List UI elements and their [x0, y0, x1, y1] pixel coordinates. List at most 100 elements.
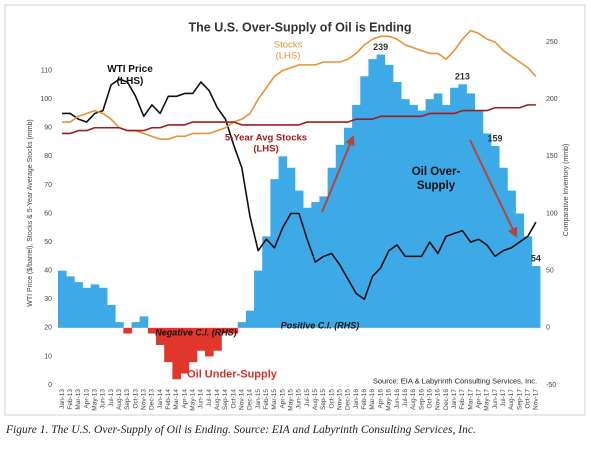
x-tick-label: Oct-15: [328, 389, 335, 409]
y-tick-label: 50: [44, 239, 52, 246]
series-label: Negative C.I. (RHS): [155, 327, 237, 338]
y2-tick-label: 100: [546, 210, 558, 217]
x-tick-label: Sep-16: [418, 389, 425, 410]
y2-tick-label: 150: [546, 153, 558, 160]
x-tick-label: Jan-15: [255, 389, 262, 409]
y-tick-label: 30: [44, 296, 52, 303]
x-tick-label: Apr-15: [279, 389, 286, 409]
area-bar: [164, 327, 173, 363]
area-bar: [466, 93, 476, 328]
area-bar: [319, 196, 328, 328]
x-tick-label: Nov-14: [239, 389, 246, 410]
area-bar: [450, 87, 459, 328]
source: Source: EIA & Labyrinth Consulting Servi…: [372, 376, 538, 386]
area-bar: [409, 104, 418, 328]
area-bar: [245, 310, 255, 328]
chart: The U.S. Over-Supply of Oil is Ending WT…: [4, 4, 586, 416]
area-bar: [482, 133, 492, 328]
caption: Figure 1. The U.S. Over-Supply of Oil is…: [6, 424, 476, 436]
data-label: 159: [488, 133, 503, 143]
area-bar: [335, 144, 345, 328]
annotation: Oil Under-Supply: [187, 368, 277, 381]
x-tick-label: Jun-14: [198, 389, 205, 409]
area-bar: [205, 327, 214, 357]
x-tick-label: Mar-13: [75, 389, 82, 410]
x-tick-label: Jul-15: [304, 389, 311, 407]
y-tick-label: 110: [41, 67, 52, 74]
area-bar: [343, 127, 353, 328]
data-label: 54: [531, 253, 541, 263]
x-tick-label: Jun-16: [394, 389, 401, 409]
area-bar: [131, 322, 141, 328]
area-bar: [490, 146, 500, 328]
area-bar: [172, 327, 181, 380]
area-bar: [311, 202, 320, 328]
x-tick-label: Feb-14: [165, 389, 172, 410]
x-tick-label: Jan-17: [451, 389, 458, 409]
x-tick-label: Apr-13: [83, 389, 90, 409]
area-bar: [115, 322, 124, 328]
x-tick-label: Nov-16: [435, 389, 442, 410]
x-tick-label: Jul-14: [206, 389, 213, 407]
x-tick-label: Oct-13: [132, 389, 139, 409]
chart-title: The U.S. Over-Supply of Oil is Ending: [189, 20, 412, 34]
area-bar: [458, 84, 467, 328]
y-tick-label: 70: [44, 182, 52, 189]
area-bar: [270, 179, 279, 328]
y2-tick-label: -50: [546, 382, 556, 389]
x-tick-label: Jun-15: [296, 389, 303, 409]
x-tick-label: Sep-17: [516, 389, 523, 410]
area-bar: [360, 76, 369, 328]
x-tick-label: Mar-14: [173, 389, 180, 410]
area-bar: [392, 82, 402, 328]
x-tick-label: Nov-17: [533, 389, 540, 410]
area-bar: [286, 167, 296, 328]
series-label: Positive C.I. (RHS): [280, 320, 360, 331]
area-bar: [384, 64, 394, 328]
area-bar: [417, 110, 427, 328]
area-bar: [254, 270, 263, 328]
area-bar: [98, 287, 108, 328]
area-bar: [213, 327, 222, 351]
plot: 0 10 20 30 40 50 60 70 80 90 100 110 -50 0 50 100 150 200…: [40, 29, 558, 411]
area-bar: [58, 270, 67, 328]
area-bar: [90, 284, 100, 328]
area-bar: [433, 93, 443, 328]
area-bar: [327, 167, 337, 328]
series-label: Stocks (LHS): [273, 39, 303, 62]
arrow: [321, 135, 355, 213]
x-tick-label: Dec-16: [443, 389, 450, 410]
x-tick-label: Oct-16: [426, 389, 433, 409]
area-bar: [531, 266, 541, 328]
area-bar: [278, 156, 288, 328]
area-bar: [123, 327, 132, 334]
area-bar: [294, 190, 304, 328]
line-series: [62, 104, 536, 135]
area-bar: [82, 287, 92, 328]
area-bar: [139, 316, 149, 328]
area-bar: [180, 327, 190, 374]
x-tick-label: Sep-13: [124, 389, 131, 410]
area-bar: [523, 236, 533, 328]
x-tick-label: Apr-16: [377, 389, 384, 409]
area-bar: [303, 207, 312, 328]
x-tick-label: Jul-16: [402, 389, 409, 407]
area-bar: [499, 167, 508, 328]
data-label: 239: [373, 42, 388, 52]
y2-tick-label: 50: [546, 268, 554, 275]
x-tick-label: Aug-14: [214, 389, 221, 410]
area-bar: [425, 99, 435, 328]
x-tick-label: May-13: [91, 389, 98, 411]
area-bar: [147, 327, 157, 334]
area-bar: [401, 99, 410, 328]
area-bar: [107, 304, 116, 328]
area-bar: [441, 104, 451, 328]
x-tick-label: Sep-15: [320, 389, 327, 410]
x-tick-label: Feb-13: [67, 389, 74, 410]
x-tick-label: May-15: [288, 389, 295, 411]
series-label: WTI Price (LHS): [107, 64, 153, 87]
x-tick-label: Dec-15: [345, 389, 352, 410]
y2-tick-label: 200: [546, 96, 558, 103]
y2-axis-title: Comparative Inventory (mmb): [563, 144, 570, 237]
